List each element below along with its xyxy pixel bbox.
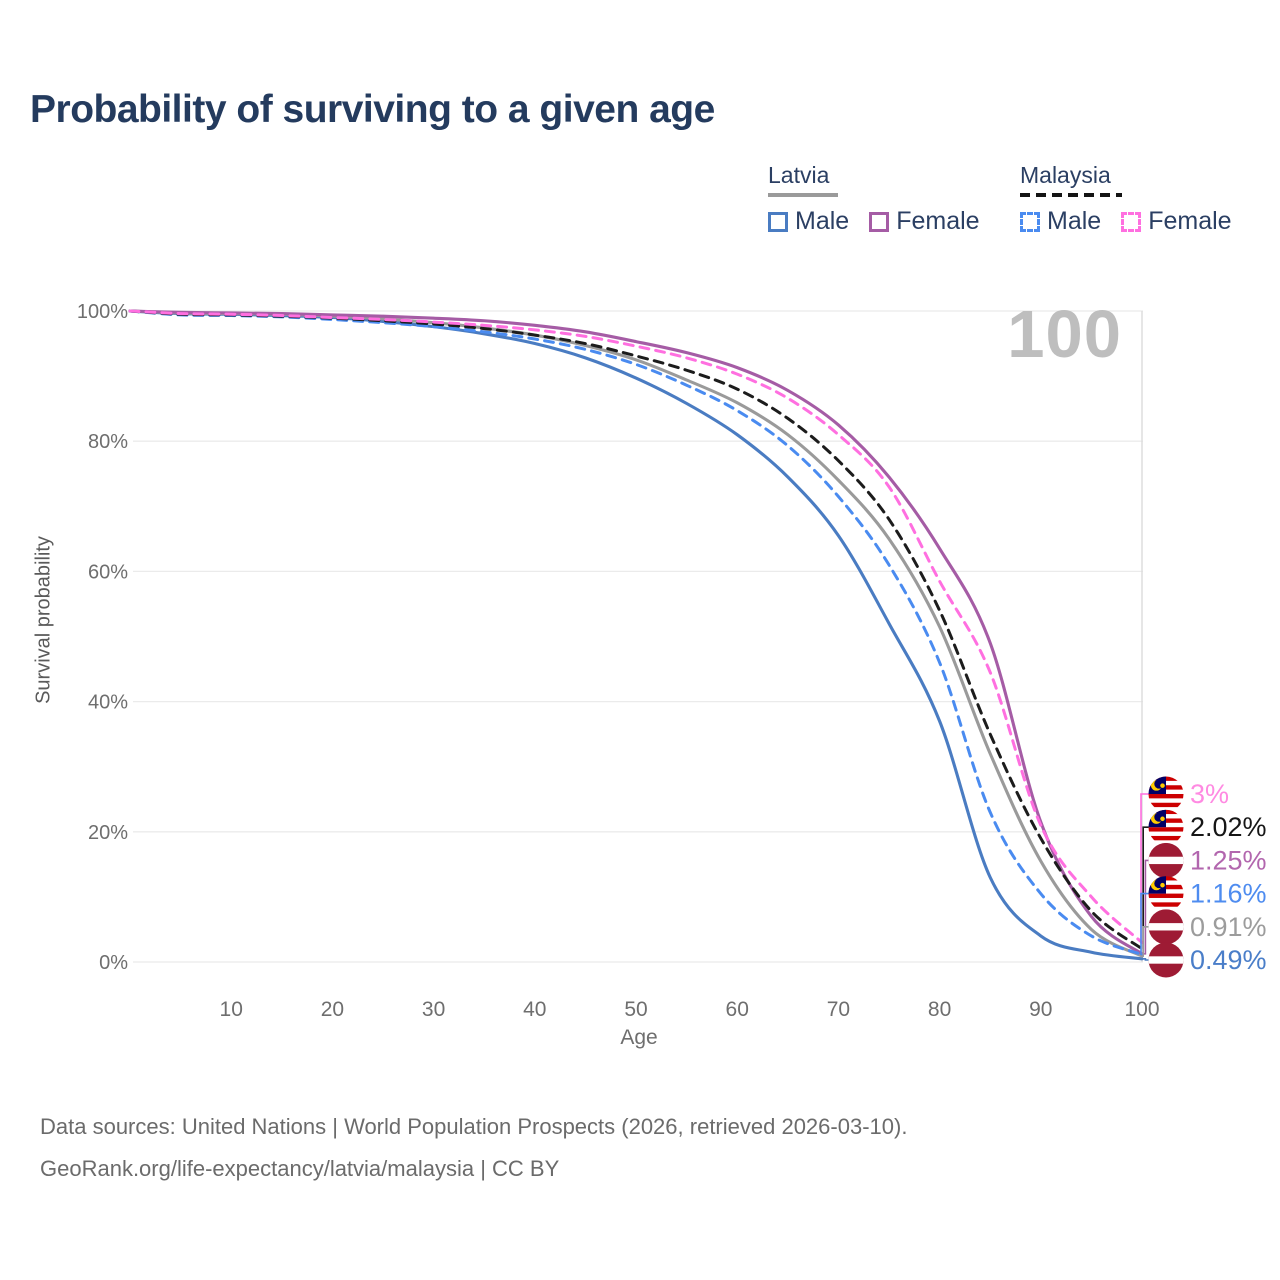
latvia-flag-icon: [1148, 909, 1184, 945]
latvia-female-swatch-icon: [869, 211, 890, 232]
y-tick-label: 40%: [88, 692, 128, 714]
y-tick-label: 20%: [88, 822, 128, 844]
malaysia-flag-icon: [1148, 876, 1184, 912]
legend-latvia-line-swatch: [768, 193, 838, 197]
y-tick-label: 60%: [88, 561, 128, 583]
x-tick-label: 70: [827, 998, 850, 1021]
legend-item-label: Female: [1148, 207, 1232, 235]
malaysia-female-swatch-icon: [1121, 211, 1142, 232]
x-tick-label: 10: [220, 998, 243, 1021]
end-label-connector-latvia_male: [1143, 958, 1150, 961]
end-label-connector-latvia_female: [1143, 859, 1150, 955]
curve-latvia_male[interactable]: [128, 309, 1144, 961]
latvia-flag-icon: [1148, 842, 1184, 878]
end-label-connector-malaysia_female: [1140, 793, 1150, 944]
malaysia-male-swatch-icon: [1020, 211, 1040, 232]
legend-item-malaysia-female[interactable]: Female: [1121, 207, 1232, 236]
legend-malaysia-line-swatch: [1020, 193, 1122, 197]
footer-data-sources: Data sources: United Nations | World Pop…: [40, 1114, 908, 1139]
y-tick-label: 100%: [77, 301, 128, 323]
curve-latvia_mean[interactable]: [128, 309, 1144, 958]
legend-group-malaysia: Malaysia Male Female: [1020, 162, 1232, 236]
malaysia-flag-icon: [1148, 809, 1184, 845]
y-tick-label: 80%: [88, 431, 128, 453]
curve-malaysia_male[interactable]: [128, 309, 1144, 956]
end-value-label-malaysia_mean: 2.02%: [1190, 812, 1267, 842]
end-value-label-latvia_male: 0.49%: [1190, 945, 1267, 975]
legend-item-latvia-female[interactable]: Female: [869, 207, 980, 236]
end-value-label-latvia_female: 1.25%: [1190, 845, 1267, 875]
end-label-connector-malaysia_male: [1140, 892, 1150, 956]
legend-item-malaysia-male[interactable]: Male: [1020, 207, 1101, 236]
latvia-flag-icon: [1148, 942, 1184, 978]
legend-item-label: Female: [896, 207, 980, 235]
footer-attribution-link: GeoRank.org/life-expectancy/latvia/malay…: [40, 1156, 560, 1181]
end-value-label-latvia_mean: 0.91%: [1190, 912, 1267, 942]
x-tick-label: 90: [1029, 998, 1052, 1021]
footer: Data sources: United Nations | World Pop…: [40, 1106, 907, 1190]
hover-age-watermark: 100: [1007, 297, 1122, 372]
end-label-connector-latvia_mean: [1142, 926, 1150, 957]
legend-item-label: Male: [795, 207, 850, 235]
end-value-label-malaysia_female: 3%: [1190, 779, 1229, 809]
curve-latvia_female[interactable]: [128, 309, 1144, 956]
legend-header-malaysia[interactable]: Malaysia: [1020, 162, 1111, 188]
curve-malaysia_mean[interactable]: [128, 309, 1144, 951]
x-axis-title: Age: [620, 1026, 658, 1049]
curve-malaysia_female[interactable]: [128, 309, 1144, 944]
x-tick-label: 20: [321, 998, 344, 1021]
x-tick-label: 100: [1124, 998, 1159, 1021]
x-tick-label: 50: [624, 998, 647, 1021]
latvia-male-swatch-icon: [768, 211, 788, 232]
y-axis-title: Survival probability: [32, 536, 55, 704]
legend-item-label: Male: [1047, 207, 1102, 235]
end-value-label-malaysia_male: 1.16%: [1190, 879, 1267, 909]
x-tick-label: 60: [726, 998, 749, 1021]
x-tick-label: 30: [422, 998, 445, 1021]
page-title: Probability of surviving to a given age: [30, 88, 715, 131]
legend-header-latvia[interactable]: Latvia: [768, 162, 830, 188]
y-tick-label: 0%: [99, 952, 128, 974]
legend-item-latvia-male[interactable]: Male: [768, 207, 849, 236]
legend-group-latvia: Latvia Male Female: [768, 162, 980, 236]
x-tick-label: 40: [523, 998, 546, 1021]
malaysia-flag-icon: [1148, 776, 1184, 812]
x-tick-label: 80: [928, 998, 951, 1021]
